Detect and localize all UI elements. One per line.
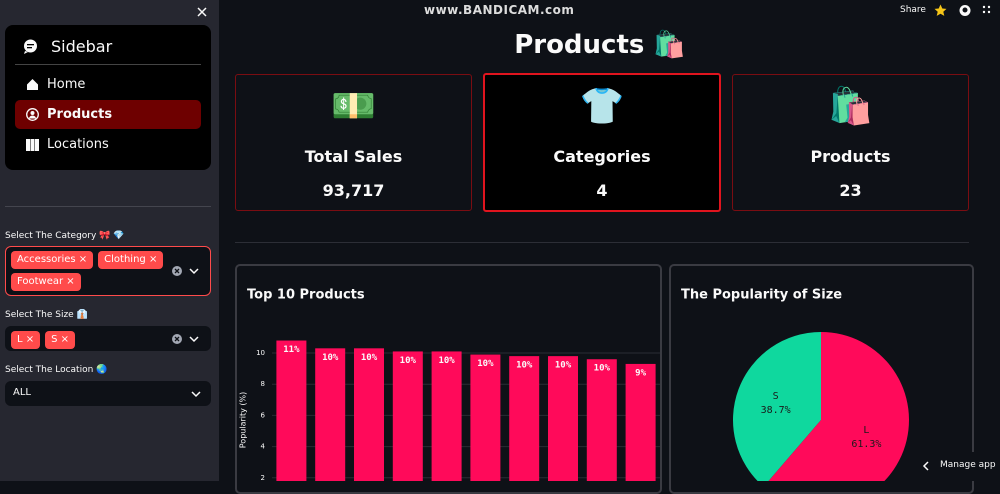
nav-item[interactable]: Locations [15,130,201,159]
chevron[interactable] [190,388,202,400]
size-multiselect[interactable]: LS [5,326,211,351]
sidebar-title: Sidebar [51,37,113,56]
home-icon [27,79,38,90]
bar [276,340,307,481]
metric-icon: 🛍️ [828,86,873,127]
close-sidebar[interactable] [196,6,208,18]
metric-label: Categories [553,147,651,166]
pie-slice [768,332,909,481]
pie-slice [733,332,821,481]
manage-app[interactable]: Manage app [914,452,1000,481]
metric-icon: 💵 [331,86,376,127]
y-tick-label: 8 [261,380,265,388]
metric-card: 💵 Total Sales 93,717 [235,74,472,211]
bar [586,359,617,481]
location-select[interactable]: ALL [5,381,211,406]
divider [15,64,201,65]
select-value: ALL [13,387,31,398]
select-controls[interactable] [172,265,202,277]
metric-card: 👕 Categories 4 [483,73,721,212]
value-label: 10% [361,353,378,363]
pie-chart: The Popularity of Size S 38.7% L 61.3% [681,288,909,481]
y-axis-label: Popularity (%) [239,392,248,448]
value-label: 10% [400,356,417,366]
manage-app-label: Manage app [940,460,996,470]
tag[interactable]: L [11,331,41,349]
bar [625,363,656,481]
chart-title: The Popularity of Size [681,288,842,303]
tag[interactable]: S [45,331,76,349]
bar [315,348,346,481]
nav-item[interactable]: Products [15,100,201,129]
select-controls[interactable] [172,333,202,345]
metric-value: 4 [596,181,608,200]
y-tick-label: 2 [261,474,265,481]
metric-value: 23 [839,181,862,200]
tag[interactable]: Footwear [11,273,81,291]
share-button[interactable]: Share [900,5,926,15]
y-tick-label: 6 [261,411,266,419]
map-icon [26,139,39,151]
y-tick-label: 10 [256,349,265,357]
category-multiselect[interactable]: AccessoriesClothing Footwear [5,246,211,296]
charts: Top 10 Products Popularity (%) 2 4 6 8 10 11%… [239,288,909,481]
tag[interactable]: Clothing [98,251,164,269]
metric-card: 🛍️ Products 23 [732,74,969,211]
metric-value: 93,717 [322,181,385,200]
divider [235,242,969,243]
bar-chart: Top 10 Products Popularity (%) 2 4 6 8 10 11%… [239,288,660,481]
bar [392,351,423,481]
metric-label: Products [810,147,891,166]
nav-label: Home [47,77,86,92]
divider [5,206,211,207]
value-label: 11% [283,345,300,355]
metric-label: Total Sales [304,147,403,166]
value-label: 10% [438,356,455,366]
filter-label: Select The Category 🎀 💎 [5,231,125,241]
filter-label: Select The Location 🌏 [5,365,108,375]
slice-label: L [863,425,869,436]
filter-label: Select The Size 👔 [5,310,88,320]
slice-value: 61.3% [851,439,881,450]
tag[interactable]: Accessories [11,251,94,269]
sidebar: Sidebar Home Products Locations Select T… [0,0,219,481]
bar [509,356,540,481]
nav-menu: Sidebar Home Products Locations [5,25,211,170]
value-label: 10% [477,359,494,369]
bar [470,354,501,481]
person-icon [26,108,39,121]
page-title: Products 🛍️ [514,30,686,60]
chart-title: Top 10 Products [247,288,365,303]
nav-label: Products [47,107,113,122]
value-label: 10% [555,361,572,371]
watermark: www.BANDICAM.com [424,3,575,17]
toolbar-icons[interactable] [934,4,994,17]
chevron-left [922,461,929,471]
chat-icon [24,39,37,54]
metric-icon: 👕 [579,86,625,127]
y-tick-label: 4 [261,443,266,451]
nav-item[interactable]: Home [15,70,201,99]
value-label: 9% [635,368,646,378]
nav-label: Locations [47,137,109,152]
slice-label: S [773,391,779,402]
bar [431,351,462,481]
tag-list: AccessoriesClothing Footwear [6,247,176,291]
slice-value: 38.7% [761,405,791,416]
value-label: 10% [322,353,339,363]
value-label: 10% [516,361,533,371]
value-label: 10% [594,364,611,374]
app: {"header": {"watermark": "www.BANDICAM.c… [0,0,1000,481]
bar [354,348,384,481]
bar [548,356,578,481]
